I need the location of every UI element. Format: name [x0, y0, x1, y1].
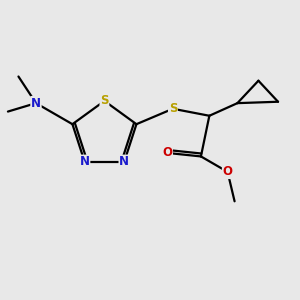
- Text: N: N: [119, 155, 129, 168]
- Text: N: N: [31, 97, 41, 110]
- Text: S: S: [100, 94, 109, 107]
- Text: O: O: [162, 146, 172, 159]
- Text: S: S: [169, 102, 177, 115]
- Text: N: N: [80, 155, 90, 168]
- Text: O: O: [223, 165, 232, 178]
